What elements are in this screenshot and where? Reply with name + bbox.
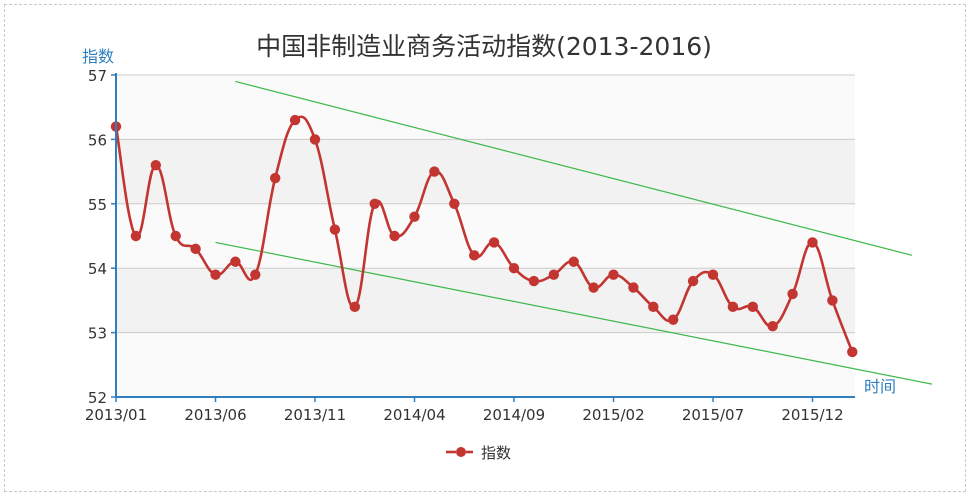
data-point[interactable] (190, 243, 201, 255)
legend-label-series: 指数 (481, 444, 511, 462)
data-point[interactable] (230, 256, 241, 267)
x-tick-label: 2013/11 (284, 406, 346, 424)
data-point[interactable] (648, 301, 659, 313)
data-point[interactable] (687, 275, 699, 287)
data-point[interactable] (449, 198, 460, 209)
x-tick-label: 2014/09 (483, 406, 545, 424)
y-tick-label: 55 (88, 196, 107, 214)
data-point[interactable] (528, 275, 540, 287)
data-point[interactable] (668, 314, 679, 325)
data-point[interactable] (807, 237, 818, 248)
plot-bands (116, 75, 855, 397)
x-tick-label: 2015/12 (781, 406, 843, 424)
chart-frame (4, 4, 966, 492)
trend-lines (215, 80, 933, 385)
x-tick-labels: 2013/01 2013/06 2013/11 2014/04 2014/09 2015/… (85, 397, 844, 424)
data-point[interactable] (548, 269, 559, 280)
data-point[interactable] (349, 301, 360, 313)
y-tick-label: 52 (88, 389, 107, 407)
data-point[interactable] (608, 269, 619, 280)
trend-line-lower (215, 241, 933, 385)
data-point[interactable] (170, 230, 181, 242)
axes (115, 73, 855, 398)
data-point[interactable] (329, 224, 341, 235)
data-point[interactable] (827, 295, 838, 306)
data-point[interactable] (389, 230, 400, 242)
legend-marker (456, 447, 466, 457)
data-point[interactable] (429, 166, 440, 177)
data-point[interactable] (588, 282, 599, 293)
data-point[interactable] (210, 269, 221, 280)
y-tick-label: 56 (88, 131, 107, 149)
plot-band (116, 332, 855, 397)
y-tick-label: 57 (88, 67, 107, 85)
plot-band (116, 203, 855, 269)
data-point[interactable] (369, 198, 380, 209)
y-axis-title: 指数 (82, 47, 114, 66)
data-point[interactable] (787, 288, 798, 300)
data-point[interactable] (508, 263, 520, 274)
data-point[interactable] (130, 230, 142, 242)
data-point[interactable] (707, 269, 719, 280)
trend-line-upper (235, 80, 913, 256)
plot-band (116, 139, 855, 204)
x-tick-label: 2015/07 (682, 406, 744, 424)
plot-band (116, 268, 855, 333)
data-point[interactable] (847, 346, 858, 358)
data-point[interactable] (289, 114, 301, 126)
y-tick-labels: 52 53 54 55 56 57 (88, 67, 116, 407)
x-tick-label: 2013/01 (85, 406, 147, 424)
data-point[interactable] (727, 301, 739, 313)
data-point[interactable] (409, 211, 420, 222)
data-point[interactable] (767, 320, 778, 332)
data-point[interactable] (747, 301, 758, 313)
data-point[interactable] (309, 134, 321, 145)
data-point[interactable] (270, 172, 281, 184)
plot-band (116, 75, 855, 140)
series-group (110, 114, 858, 358)
data-point[interactable] (628, 282, 639, 293)
data-point[interactable] (150, 159, 161, 171)
x-axis-title: 时间 (864, 377, 896, 396)
legend[interactable]: 指数 (446, 444, 511, 462)
x-tick-label: 2014/04 (383, 406, 445, 424)
y-tick-label: 54 (88, 260, 107, 278)
data-point[interactable] (488, 237, 500, 248)
data-point[interactable] (568, 256, 579, 267)
x-tick-label: 2013/06 (184, 406, 246, 424)
data-point[interactable] (469, 250, 480, 261)
chart-title: 中国非制造业商务活动指数(2013-2016) (256, 32, 712, 61)
data-point[interactable] (250, 269, 261, 280)
x-tick-label: 2015/02 (582, 406, 644, 424)
y-tick-label: 53 (88, 325, 107, 343)
